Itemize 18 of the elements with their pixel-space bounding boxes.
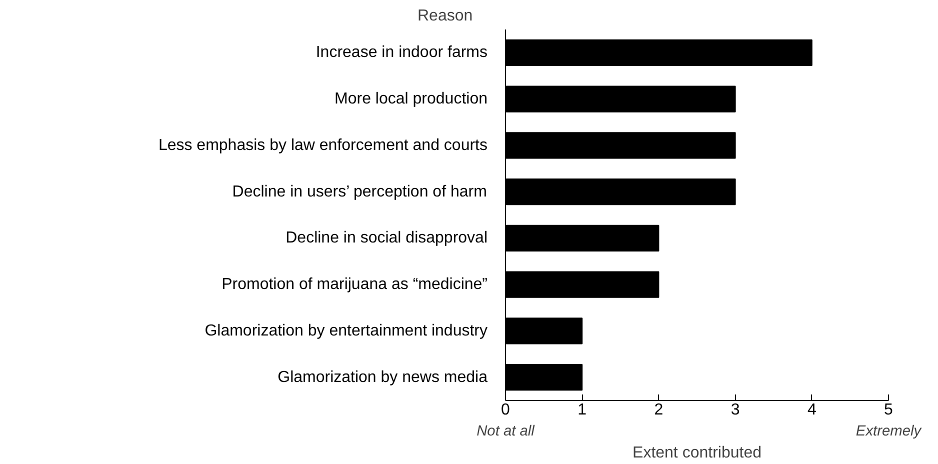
y-tick-label: Less emphasis by law enforcement and courts <box>158 136 488 154</box>
text: Not at all <box>476 424 536 440</box>
y-axis-title: Reason <box>418 8 473 24</box>
y-tick-label: Decline in social disapproval <box>286 230 488 247</box>
x-tick-label: 5 <box>884 402 894 418</box>
y-tick-label: Glamorization by entertainment industry <box>204 322 488 340</box>
y-tick-label: Promotion of marijuana as “medicine” <box>222 276 488 294</box>
y-tick-label: Glamorization by news media <box>278 368 488 386</box>
x-tick-label: 4 <box>807 402 816 418</box>
x-tick-label: 1 <box>578 402 587 418</box>
x-axis-title: Extent contributed <box>632 444 762 462</box>
x-tick-label: 3 <box>730 402 740 418</box>
y-tick-label: More local production <box>334 90 488 108</box>
text: Extremely <box>856 424 923 440</box>
y-tick-label: Decline in users’ perception of harm <box>232 183 487 200</box>
x-tick-label: 0 <box>501 402 510 418</box>
x-tick-label: 2 <box>654 402 664 418</box>
y-tick-label: Increase in indoor farms <box>316 44 488 62</box>
